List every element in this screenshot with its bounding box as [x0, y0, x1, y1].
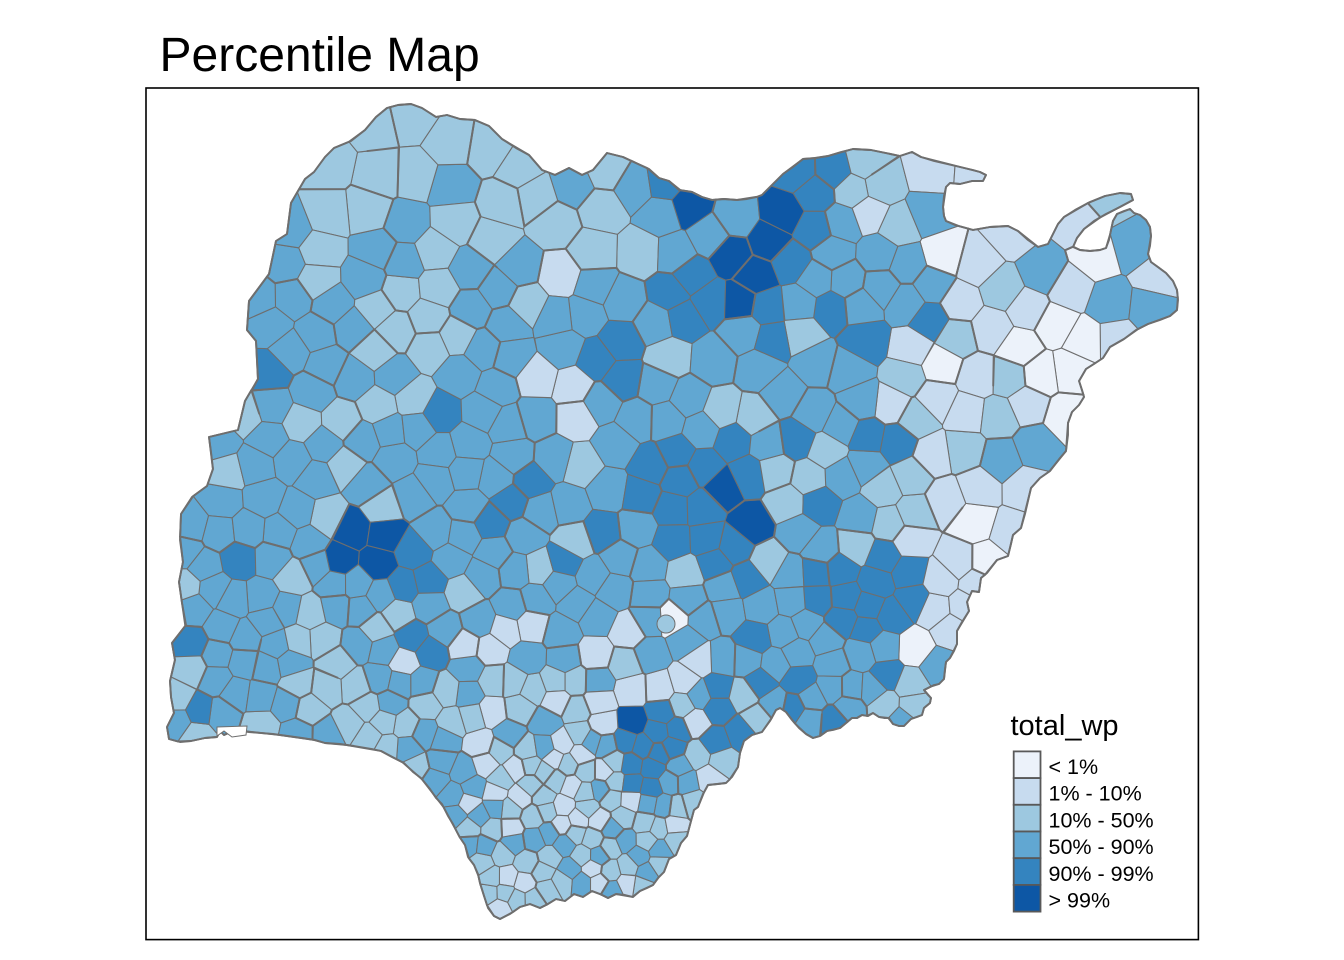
svg-text:Percentile Map: Percentile Map: [160, 29, 480, 82]
svg-text:50% - 90%: 50% - 90%: [1049, 835, 1154, 859]
svg-text:90% - 99%: 90% - 99%: [1049, 862, 1154, 886]
svg-text:< 1%: < 1%: [1049, 755, 1099, 779]
svg-text:1% - 10%: 1% - 10%: [1049, 782, 1142, 806]
svg-text:total_wp: total_wp: [1011, 710, 1119, 742]
svg-text:10% - 50%: 10% - 50%: [1049, 808, 1154, 832]
svg-text:> 99%: > 99%: [1049, 889, 1111, 913]
